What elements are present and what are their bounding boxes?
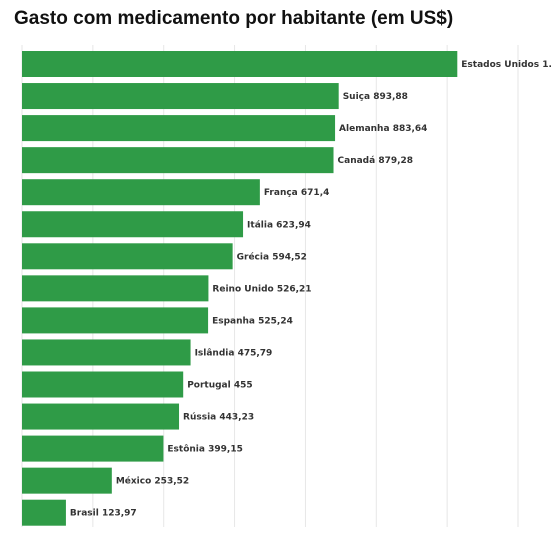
bar-label: França 671,4 — [264, 188, 330, 198]
category-label: Islândia — [195, 348, 238, 358]
bar-label: Itália 623,94 — [247, 220, 311, 230]
bar — [22, 115, 336, 142]
value-label: 123,97 — [102, 509, 137, 519]
bar — [22, 339, 191, 366]
bar-label: Brasil 123,97 — [70, 509, 137, 519]
bar-label: Estados Unidos 1.228,66 — [461, 60, 552, 70]
category-label: Alemanha — [339, 124, 393, 134]
category-label: México — [116, 476, 155, 487]
bar — [22, 147, 334, 174]
bar-label: México 253,52 — [116, 476, 189, 487]
category-label: Portugal — [187, 381, 234, 391]
category-label: Brasil — [70, 509, 102, 519]
value-label: 443,23 — [219, 413, 254, 423]
bar-label: Suiça 893,88 — [343, 92, 408, 102]
bar — [22, 403, 180, 430]
bar-label: Reino Unido 526,21 — [212, 284, 311, 294]
value-label: 883,64 — [393, 124, 428, 134]
chart-title: Gasto com medicamento por habitante (em … — [14, 8, 454, 29]
value-label: 893,88 — [373, 92, 408, 102]
category-label: Itália — [247, 220, 276, 230]
bar — [22, 467, 112, 494]
bar — [22, 243, 233, 270]
bars — [22, 51, 458, 526]
bar-label: Estônia 399,15 — [167, 444, 242, 455]
bar — [22, 83, 339, 110]
value-label: 475,79 — [238, 348, 273, 358]
value-label: 623,94 — [276, 220, 311, 230]
category-label: Espanha — [212, 316, 258, 326]
bar — [22, 211, 244, 238]
value-label: 879,28 — [378, 156, 413, 166]
value-label: 525,24 — [258, 316, 293, 326]
bar-labels: Estados Unidos 1.228,66 Suiça 893,88 Alema… — [70, 60, 552, 519]
category-label: Estados Unidos — [461, 60, 542, 70]
bar — [22, 307, 209, 334]
bar-label: Rússia 443,23 — [183, 413, 254, 423]
value-label: 671,4 — [301, 188, 329, 198]
value-label: 594,52 — [272, 252, 307, 262]
bar-label: Espanha 525,24 — [212, 316, 293, 326]
bar — [22, 51, 458, 77]
bar — [22, 275, 209, 302]
bar-label: Canadá 879,28 — [338, 156, 414, 166]
category-label: Suiça — [343, 92, 374, 102]
category-label: Canadá — [338, 156, 379, 166]
value-label: 253,52 — [154, 477, 189, 487]
value-label: 455 — [234, 381, 253, 391]
category-label: Grécia — [237, 251, 273, 262]
category-label: Rússia — [183, 413, 219, 423]
category-label: França — [264, 188, 301, 198]
bar-label: Grécia 594,52 — [237, 251, 307, 262]
category-label: Reino Unido — [212, 284, 276, 294]
bar — [22, 435, 164, 462]
value-label: 399,15 — [208, 445, 243, 455]
bar — [22, 371, 184, 398]
bar-label: Alemanha 883,64 — [339, 124, 427, 134]
category-label: Estônia — [167, 444, 208, 455]
bar-label: Portugal 455 — [187, 381, 252, 391]
bar-label: Islândia 475,79 — [195, 348, 273, 358]
bar — [22, 179, 260, 206]
value-label: 526,21 — [277, 284, 312, 294]
value-label: 1.228,66 — [542, 60, 552, 70]
bar — [22, 499, 66, 526]
